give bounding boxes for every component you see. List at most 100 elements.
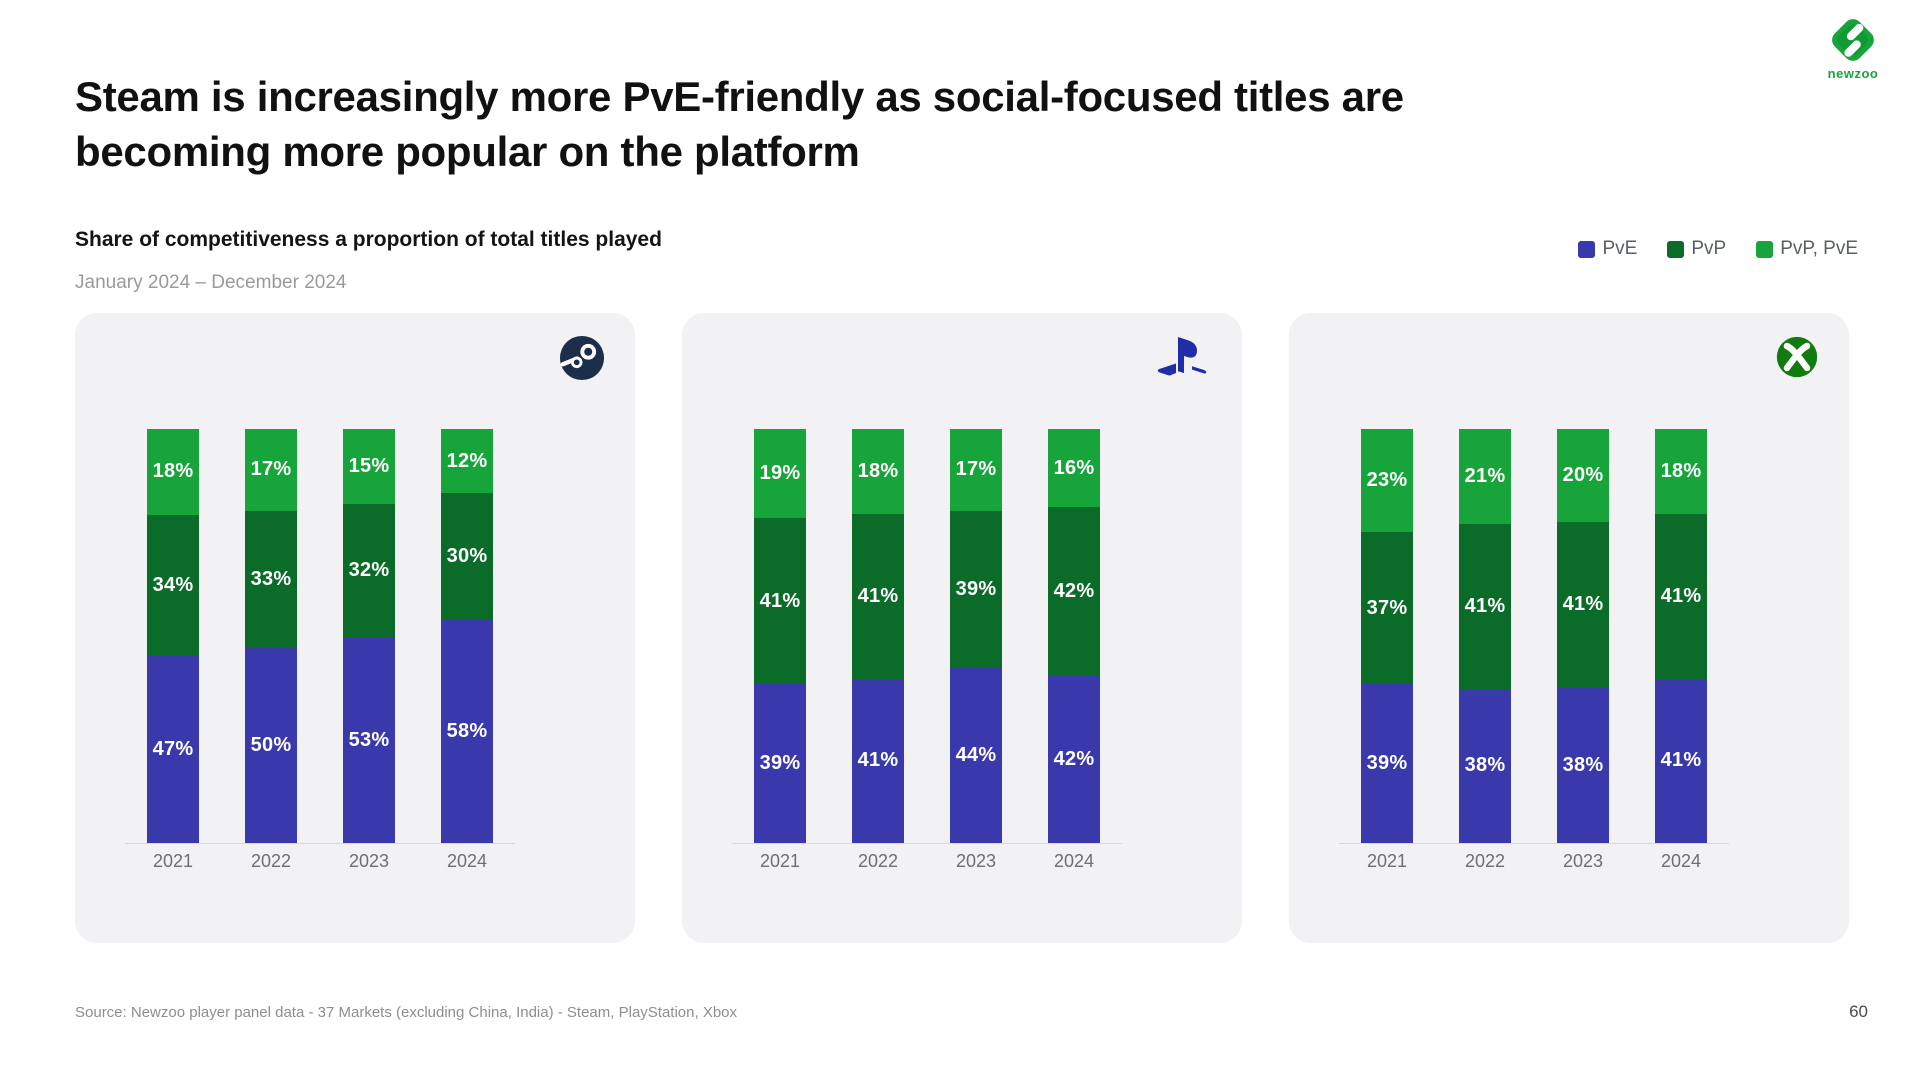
- newzoo-diamond-icon: [1832, 19, 1874, 61]
- bar-segment-pvp: 41%: [1655, 514, 1707, 679]
- legend-swatch-pvp-pve: [1756, 240, 1774, 258]
- segment-value-label: 18%: [857, 460, 899, 483]
- x-axis-label-2023: 2023: [1562, 851, 1604, 871]
- bar-2022: 50% 33% 17%: [245, 429, 297, 843]
- bars: 47% 34% 18% 50% 33% 17% 53% 32% 15% 58% 30% 12%: [125, 429, 515, 844]
- x-axis-label-2022: 2022: [1464, 851, 1506, 871]
- x-axis-labels: 2021 2022 2023 2024: [125, 851, 515, 872]
- newzoo-logo-text: newzoo: [1827, 66, 1879, 81]
- legend-item-pvp-pve: PvP, PvE: [1756, 238, 1858, 260]
- bar-segment-pve: 42%: [1048, 675, 1100, 843]
- bar-segment-pvp-pve: 20%: [1557, 429, 1609, 522]
- bar-segment-pvp: 33%: [245, 510, 297, 648]
- segment-value-label: 41%: [857, 584, 899, 607]
- segment-value-label: 23%: [1366, 469, 1408, 492]
- segment-value-label: 16%: [1053, 456, 1095, 479]
- x-axis-label-2023: 2023: [955, 851, 997, 871]
- x-axis-label-2021: 2021: [152, 851, 194, 871]
- bar-2022: 41% 41% 18%: [852, 429, 904, 843]
- bar-segment-pve: 41%: [852, 678, 904, 843]
- bar-segment-pvp-pve: 17%: [245, 429, 297, 511]
- legend-label-pve: PvE: [1602, 238, 1638, 259]
- segment-value-label: 39%: [955, 577, 997, 600]
- legend-swatch-pvp: [1667, 240, 1685, 258]
- segment-value-label: 30%: [446, 545, 488, 568]
- segment-value-label: 18%: [152, 460, 194, 483]
- segment-value-label: 41%: [1660, 749, 1702, 772]
- bar-segment-pvp: 41%: [1459, 524, 1511, 689]
- source-note: Source: Newzoo player panel data - 37 Ma…: [75, 1004, 738, 1021]
- segment-value-label: 18%: [1660, 460, 1702, 483]
- bar-segment-pvp-pve: 15%: [343, 429, 395, 504]
- bar-segment-pvp-pve: 16%: [1048, 428, 1100, 508]
- bar-2023: 44% 39% 17%: [950, 429, 1002, 843]
- legend-label-pvp: PvP: [1691, 238, 1727, 259]
- x-axis-label-2023: 2023: [348, 851, 390, 871]
- bars: 39% 37% 23% 38% 41% 21% 38% 41% 20% 41% 41% 18%: [1339, 429, 1729, 844]
- bar-segment-pve: 44%: [950, 668, 1002, 843]
- xbox-icon: [1776, 336, 1818, 378]
- x-axis-label-2021: 2021: [759, 851, 801, 871]
- bar-2024: 58% 30% 12%: [441, 429, 493, 843]
- segment-value-label: 58%: [446, 719, 488, 742]
- chart-panels: 47% 34% 18% 50% 33% 17% 53% 32% 15% 58% 30% 12% 202…: [75, 313, 1849, 943]
- page-title: Steam is increasingly more PvE-friendly …: [75, 73, 1404, 175]
- bar-segment-pvp-pve: 19%: [754, 429, 806, 519]
- date-range: January 2024 – December 2024: [75, 272, 347, 293]
- bars: 39% 41% 19% 41% 41% 18% 44% 39% 17% 42% 42% 16%: [732, 428, 1122, 844]
- bar-segment-pvp-pve: 18%: [852, 429, 904, 515]
- segment-value-label: 41%: [1464, 595, 1506, 618]
- x-axis-label-2024: 2024: [1660, 851, 1702, 871]
- x-axis-label-2024: 2024: [446, 851, 488, 871]
- bar-2021: 39% 37% 23%: [1361, 429, 1413, 843]
- bar-segment-pve: 50%: [245, 647, 297, 843]
- segment-value-label: 42%: [1053, 747, 1095, 770]
- bar-segment-pve: 39%: [754, 684, 806, 843]
- bar-segment-pvp: 41%: [1557, 521, 1609, 688]
- newzoo-logo: newzoo: [1814, 12, 1892, 81]
- bar-segment-pvp: 41%: [754, 518, 806, 685]
- xbox-chart-panel: 39% 37% 23% 38% 41% 21% 38% 41% 20% 41% 41% 18% 202…: [1289, 313, 1849, 943]
- x-axis-labels: 2021 2022 2023 2024: [732, 851, 1122, 872]
- segment-value-label: 33%: [250, 567, 292, 590]
- segment-value-label: 41%: [759, 589, 801, 612]
- legend-item-pvp: PvP: [1667, 238, 1726, 260]
- segment-value-label: 39%: [759, 752, 801, 775]
- bar-2022: 38% 41% 21%: [1459, 429, 1511, 843]
- segment-value-label: 41%: [857, 749, 899, 772]
- segment-value-label: 50%: [250, 733, 292, 756]
- x-axis-label-2022: 2022: [250, 851, 292, 871]
- bar-2024: 41% 41% 18%: [1655, 429, 1707, 843]
- segment-value-label: 38%: [1562, 753, 1604, 776]
- segment-value-label: 17%: [250, 458, 292, 481]
- bar-2021: 39% 41% 19%: [754, 429, 806, 843]
- segment-value-label: 41%: [1660, 584, 1702, 607]
- legend-label-pvp-pve: PvP, PvE: [1780, 238, 1858, 259]
- bar-segment-pve: 58%: [441, 619, 493, 843]
- x-axis-labels: 2021 2022 2023 2024: [1339, 851, 1729, 872]
- steam-chart-panel: 47% 34% 18% 50% 33% 17% 53% 32% 15% 58% 30% 12% 202…: [75, 313, 635, 943]
- bar-segment-pvp: 30%: [441, 493, 493, 620]
- page-number: 60: [1849, 1002, 1868, 1021]
- segment-value-label: 21%: [1464, 465, 1506, 488]
- segment-value-label: 47%: [152, 738, 194, 761]
- bar-segment-pve: 38%: [1459, 688, 1511, 843]
- segment-value-label: 12%: [446, 449, 488, 472]
- bar-segment-pvp: 37%: [1361, 532, 1413, 685]
- x-axis-label-2022: 2022: [857, 851, 899, 871]
- segment-value-label: 41%: [1562, 593, 1604, 616]
- bar-segment-pve: 47%: [147, 656, 199, 843]
- bar-2021: 47% 34% 18%: [147, 429, 199, 843]
- bar-segment-pve: 39%: [1361, 684, 1413, 843]
- bar-segment-pvp: 41%: [852, 514, 904, 679]
- bar-2023: 53% 32% 15%: [343, 429, 395, 843]
- segment-value-label: 39%: [1366, 752, 1408, 775]
- bar-segment-pvp-pve: 18%: [1655, 429, 1707, 515]
- bar-segment-pve: 53%: [343, 637, 395, 843]
- bar-segment-pvp-pve: 12%: [441, 429, 493, 494]
- segment-value-label: 19%: [759, 462, 801, 485]
- bar-segment-pve: 41%: [1655, 678, 1707, 843]
- bar-2024: 42% 42% 16%: [1048, 428, 1100, 843]
- bar-segment-pvp-pve: 18%: [147, 429, 199, 515]
- bar-segment-pvp-pve: 21%: [1459, 429, 1511, 525]
